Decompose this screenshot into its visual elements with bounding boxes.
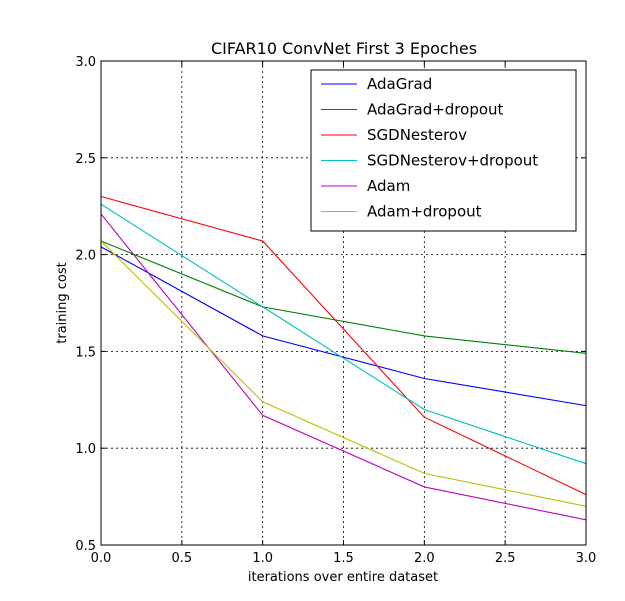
x-tick-label: 3.0 bbox=[576, 551, 597, 566]
x-tick-label: 0.0 bbox=[91, 551, 112, 566]
series-line-3 bbox=[100, 203, 587, 465]
x-tick-label: 1.5 bbox=[333, 551, 354, 566]
x-axis-label: iterations over entire dataset bbox=[248, 570, 438, 585]
series-line-1 bbox=[100, 240, 587, 354]
y-tick-label: 2.5 bbox=[75, 152, 96, 167]
y-tick-label: 3.0 bbox=[75, 55, 96, 70]
legend-label: Adam+dropout bbox=[367, 203, 482, 221]
y-tick-label: 1.0 bbox=[75, 442, 96, 457]
y-axis-label: training cost bbox=[55, 262, 70, 343]
series-line-0 bbox=[100, 246, 587, 407]
x-tick-label: 1.0 bbox=[252, 551, 273, 566]
chart-title: CIFAR10 ConvNet First 3 Epoches bbox=[211, 39, 477, 58]
legend-box bbox=[310, 69, 577, 232]
x-tick-label: 0.5 bbox=[171, 551, 192, 566]
x-tick-label: 2.5 bbox=[495, 551, 516, 566]
legend-label: SGDNesterov+dropout bbox=[367, 152, 538, 170]
axis-ticks: 0.0 0.5 1.0 1.5 2.0 2.5 3.00.51.01.52.02.53.0 bbox=[75, 55, 596, 566]
series-lines bbox=[100, 195, 587, 521]
x-tick-label: 2.0 bbox=[414, 551, 435, 566]
legend-label: SGDNesterov bbox=[367, 126, 467, 144]
series-line-5 bbox=[100, 240, 587, 507]
y-tick-label: 2.0 bbox=[75, 249, 96, 264]
series-line-4 bbox=[100, 213, 587, 521]
legend-label: AdaGrad bbox=[367, 75, 432, 93]
legend: AdaGrad AdaGrad+dropout SGDNesterov SGDNest… bbox=[310, 69, 577, 232]
y-tick-label: 0.5 bbox=[75, 539, 96, 554]
series-line-2 bbox=[100, 195, 587, 496]
y-tick-label: 1.5 bbox=[75, 345, 96, 360]
legend-label: Adam bbox=[367, 177, 410, 195]
legend-label: AdaGrad+dropout bbox=[367, 101, 504, 119]
